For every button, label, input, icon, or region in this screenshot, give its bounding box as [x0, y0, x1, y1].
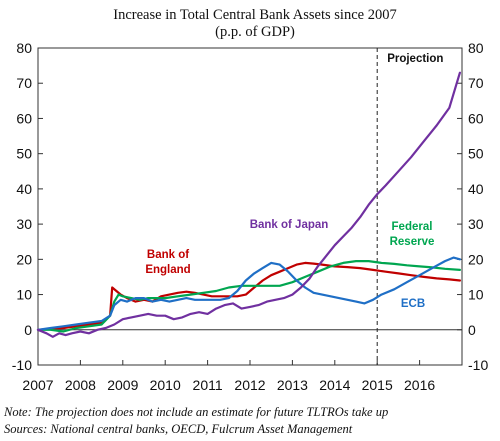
y-tick-label-right: 50: [468, 146, 484, 162]
series-label-ecb: ECB: [401, 298, 425, 310]
y-tick-label-left: 10: [16, 287, 32, 303]
x-tick-label: 2008: [65, 377, 96, 393]
series-line-bank-of-england: [36, 261, 461, 331]
y-tick-label-right: 40: [468, 181, 484, 197]
x-axis: 2007 2008 2009 2010 2011 2012 2013 2014 2015 2016: [22, 360, 435, 393]
y-tick-label-right: 30: [468, 216, 484, 232]
footnote-sources: Sources: National central banks, OECD, F…: [4, 422, 353, 436]
x-tick-label: 2009: [107, 377, 138, 393]
series-label-line: Reserve: [390, 236, 435, 248]
series-label-line: England: [145, 264, 190, 276]
y-tick-label-right: -10: [468, 357, 488, 373]
y-tick-label-left: 40: [16, 181, 32, 197]
y-tick-label-left: 30: [16, 216, 32, 232]
x-tick-label: 2011: [193, 377, 223, 393]
y-tick-label-right: 10: [468, 287, 484, 303]
y-axis-left: -10 0 10 20 30 40 50 60 70 80: [12, 40, 43, 373]
plot-frame: [37, 47, 463, 366]
series-line-ecb: [36, 256, 461, 331]
x-tick-label: 2014: [319, 377, 350, 393]
series-label-federal-reserve: Federal Reserve: [390, 221, 435, 248]
x-tick-label: 2015: [362, 377, 393, 393]
y-tick-label-right: 80: [468, 40, 484, 56]
y-tick-label-right: 0: [468, 322, 476, 338]
x-tick-label: 2012: [234, 377, 265, 393]
y-tick-label-right: 20: [468, 251, 484, 267]
chart-title: Increase in Total Central Bank Assets si…: [113, 7, 396, 23]
x-tick-label: 2013: [277, 377, 308, 393]
y-tick-label-right: 70: [468, 75, 484, 91]
series-layer: [36, 71, 461, 338]
x-tick-label: 2016: [404, 377, 435, 393]
footnote-note: Note: The projection does not include an…: [3, 405, 388, 419]
chart-subtitle: (p.p. of GDP): [215, 24, 295, 40]
projection-label: Projection: [387, 53, 443, 65]
y-tick-label-left: 0: [24, 322, 32, 338]
series-line-bank-of-japan: [36, 71, 461, 338]
y-tick-label-left: 20: [16, 251, 32, 267]
y-tick-label-left: -10: [12, 357, 32, 373]
series-label-bank-of-england: Bank of England: [145, 249, 190, 276]
y-tick-label-left: 60: [16, 110, 32, 126]
y-tick-label-left: 50: [16, 146, 32, 162]
x-tick-label: 2007: [22, 377, 53, 393]
series-label-line: Bank of: [147, 249, 189, 261]
y-tick-label-right: 60: [468, 110, 484, 126]
x-tick-label: 2010: [150, 377, 181, 393]
y-axis-right: -10 0 10 20 30 40 50 60 70 80: [457, 40, 488, 373]
y-tick-label-left: 80: [16, 40, 32, 56]
series-label-bank-of-japan: Bank of Japan: [250, 219, 329, 231]
y-tick-label-left: 70: [16, 75, 32, 91]
series-label-line: Federal: [392, 221, 433, 233]
